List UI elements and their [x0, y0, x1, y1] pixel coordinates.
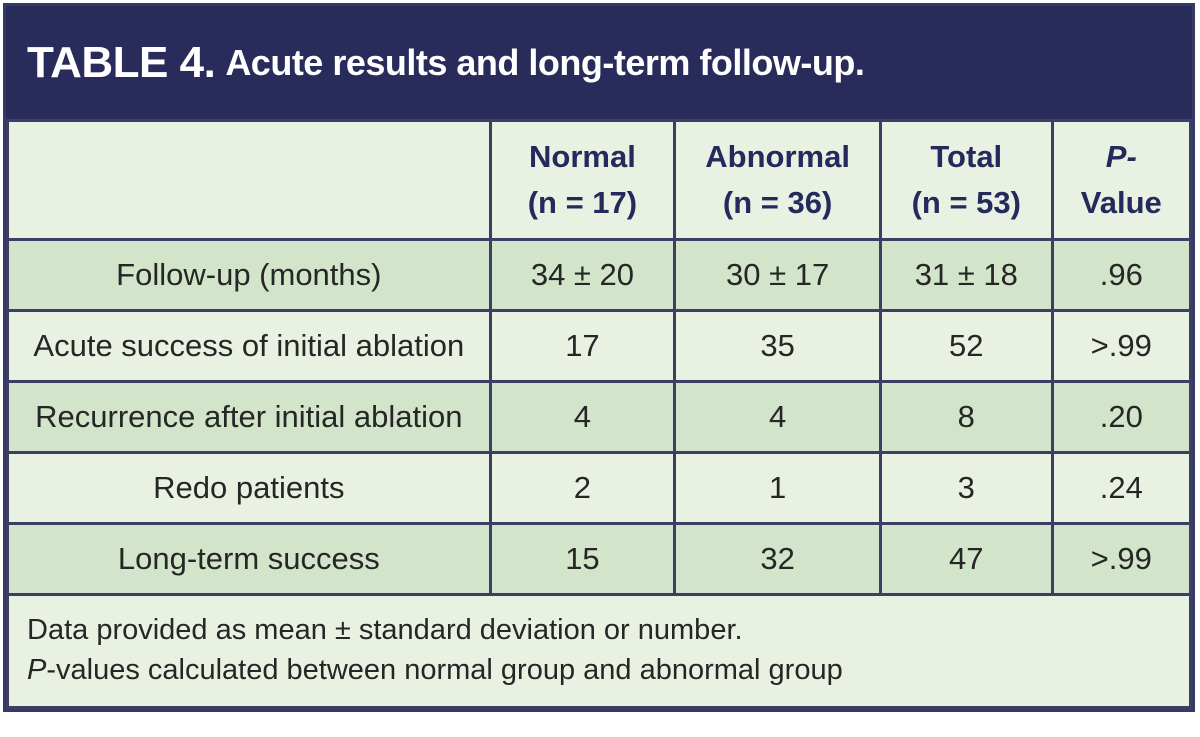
footnote-line1: Data provided as mean ± standard deviati…: [27, 614, 743, 646]
cell-total: 31 ± 18: [879, 238, 1054, 312]
row-label: Long-term success: [6, 522, 492, 596]
header-pvalue: P- Value: [1050, 119, 1193, 241]
footnote-line2-rest: -values calculated between normal group …: [46, 654, 843, 686]
cell-total: 47: [879, 522, 1054, 596]
header-total-line2: (n = 53): [911, 185, 1021, 220]
row-label: Redo patients: [6, 451, 492, 525]
cell-total: 8: [879, 380, 1054, 454]
header-total: Total (n = 53): [879, 119, 1054, 241]
row-label: Acute success of initial ablation: [6, 309, 492, 383]
cell-total: 3: [879, 451, 1054, 525]
cell-pvalue: .24: [1050, 451, 1193, 525]
header-abnormal-line1: Abnormal: [705, 139, 850, 174]
row-label: Recurrence after initial ablation: [6, 380, 492, 454]
cell-normal: 15: [488, 522, 677, 596]
table-row-longterm-success: Long-term success 15 32 47 >.99: [6, 522, 1193, 596]
table-number: TABLE 4.: [27, 37, 216, 87]
footnote-p-italic: P: [27, 654, 47, 686]
table-row-redo-patients: Redo patients 2 1 3 .24: [6, 451, 1193, 525]
table-caption: Acute results and long-term follow-up.: [225, 41, 865, 83]
cell-pvalue: .20: [1050, 380, 1193, 454]
header-pvalue-line2: Value: [1080, 185, 1162, 220]
cell-abnormal: 35: [673, 309, 883, 383]
column-header-row: Normal (n = 17) Abnormal (n = 36) Total …: [6, 119, 1193, 241]
table-row-recurrence: Recurrence after initial ablation 4 4 8 …: [6, 380, 1193, 454]
table-4-panel: TABLE 4. Acute results and long-term fol…: [3, 3, 1195, 712]
cell-pvalue: >.99: [1050, 309, 1193, 383]
cell-normal: 4: [488, 380, 677, 454]
cell-abnormal: 1: [673, 451, 883, 525]
cell-abnormal: 32: [673, 522, 883, 596]
cell-normal: 34 ± 20: [488, 238, 677, 312]
footnote-cell: Data provided as mean ± standard deviati…: [6, 593, 1192, 709]
cell-pvalue: .96: [1050, 238, 1193, 312]
footnote-line2: P-values calculated between normal group…: [27, 650, 1171, 690]
cell-total: 52: [879, 309, 1054, 383]
header-abnormal-line2: (n = 36): [722, 185, 833, 220]
header-total-line1: Total: [930, 139, 1003, 174]
header-empty-cell: [6, 119, 492, 241]
header-normal: Normal (n = 17): [488, 119, 677, 241]
table-title-bar: TABLE 4. Acute results and long-term fol…: [6, 6, 1192, 119]
cell-abnormal: 4: [673, 380, 883, 454]
header-normal-line1: Normal: [529, 139, 636, 174]
header-normal-line2: (n = 17): [527, 185, 638, 220]
cell-normal: 17: [488, 309, 677, 383]
table-row-followup: Follow-up (months) 34 ± 20 30 ± 17 31 ± …: [6, 238, 1193, 312]
cell-pvalue: >.99: [1050, 522, 1193, 596]
header-pvalue-line1: P-: [1105, 139, 1137, 174]
header-abnormal: Abnormal (n = 36): [673, 119, 883, 241]
cell-abnormal: 30 ± 17: [673, 238, 883, 312]
cell-normal: 2: [488, 451, 677, 525]
row-label: Follow-up (months): [6, 238, 492, 312]
results-table: Normal (n = 17) Abnormal (n = 36) Total …: [6, 119, 1193, 709]
table-row-acute-success: Acute success of initial ablation 17 35 …: [6, 309, 1193, 383]
footnote-row: Data provided as mean ± standard deviati…: [6, 593, 1192, 709]
